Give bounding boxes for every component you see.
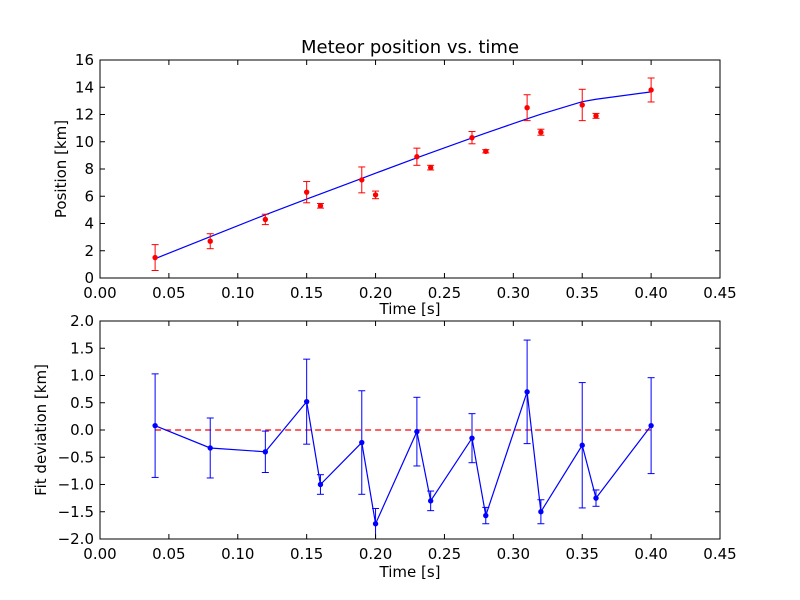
position-x-tick-label: 0.20 [359, 284, 392, 302]
position-x-tick-label: 0.10 [221, 284, 254, 302]
position-plot-area [151, 77, 655, 272]
position-series [151, 77, 655, 272]
deviation-point [207, 445, 213, 451]
position-y-tick-label: 2 [84, 242, 94, 260]
deviation-y-tick-label: −1.0 [58, 476, 94, 494]
position-point [483, 148, 489, 154]
position-point [648, 87, 654, 93]
position-x-tick-label: 0.15 [290, 284, 323, 302]
position-x-tick-label: 0.40 [634, 284, 667, 302]
position-point [593, 113, 599, 119]
position-point [579, 102, 585, 108]
position-point [317, 203, 324, 209]
position-point [372, 192, 379, 198]
position-x-tick-label: 0.05 [152, 284, 185, 302]
deviation-series [151, 339, 655, 539]
deviation-point [372, 521, 379, 527]
deviation-point [317, 481, 324, 488]
position-point [303, 189, 310, 195]
deviation-x-tick-label: 0.20 [359, 545, 392, 563]
deviation-y-tick-label: −2.0 [58, 530, 94, 548]
deviation-x-tick-label: 0.15 [290, 545, 323, 563]
position-x-tick-label: 0.30 [497, 284, 530, 302]
deviation-x-tick-label: 0.30 [497, 545, 530, 563]
deviation-point [303, 398, 310, 405]
deviation-y-tick-label: 1.0 [70, 367, 94, 385]
deviation-x-tick-label: 0.35 [566, 545, 599, 563]
position-point [524, 104, 530, 111]
deviation-y-tick-label: 1.5 [70, 339, 94, 357]
position-y-tick-label: 10 [75, 133, 94, 151]
deviation-point [538, 509, 544, 515]
deviation-point [359, 439, 365, 446]
deviation-x-tick-label: 0.40 [634, 545, 667, 563]
position-y-tick-label: 0 [84, 269, 94, 287]
position-x-ticks: 0.00 0.05 0.10 0.15 0.20 0.25 0.30 0.35 0.40 0.45 [83, 60, 737, 302]
deviation-x-tick-label: 0.05 [152, 545, 185, 563]
position-y-tick-label: 16 [75, 51, 94, 69]
deviation-y-tick-label: 0.5 [70, 394, 94, 412]
position-point [427, 164, 434, 171]
deviation-point [427, 498, 434, 504]
position-point [414, 154, 420, 160]
position-y-label: Position [km] [52, 120, 70, 218]
position-point [152, 254, 158, 261]
position-x-tick-label: 0.00 [83, 284, 116, 302]
deviation-x-tick-label: 0.10 [221, 545, 254, 563]
position-point [359, 177, 365, 183]
position-point [469, 134, 475, 141]
deviation-point [483, 512, 489, 519]
position-point [538, 129, 544, 135]
deviation-point [152, 422, 158, 429]
deviation-plot-area [151, 339, 655, 539]
position-x-tick-label: 0.25 [428, 284, 461, 302]
deviation-point [579, 442, 585, 448]
position-axes: Meteor position vs. time 0.00 0.05 0.10 0.1… [52, 37, 737, 318]
position-point [262, 216, 269, 223]
deviation-y-tick-label: −0.5 [58, 448, 94, 466]
fit-line [154, 91, 652, 260]
deviation-point [648, 422, 654, 429]
deviation-x-tick-label: 0.00 [83, 545, 116, 563]
deviation-line [154, 391, 652, 526]
deviation-y-tick-label: 0.0 [70, 421, 94, 439]
deviation-y-label: Fit deviation [km] [32, 364, 50, 496]
deviation-x-ticks: 0.00 0.05 0.10 0.15 0.20 0.25 0.30 0.35 0.40 0.45 [83, 321, 737, 563]
position-y-ticks: 0 2 4 6 8 10 12 14 16 [75, 51, 720, 287]
position-title: Meteor position vs. time [301, 37, 519, 58]
deviation-point [414, 428, 420, 435]
position-x-label: Time [s] [379, 300, 441, 318]
deviation-y-tick-label: −1.5 [58, 503, 94, 521]
deviation-y-tick-label: 2.0 [70, 312, 94, 330]
deviation-x-tick-label: 0.25 [428, 545, 461, 563]
position-y-tick-label: 12 [75, 106, 94, 124]
deviation-point [262, 449, 269, 455]
deviation-point [524, 389, 530, 395]
position-y-tick-label: 6 [84, 187, 94, 205]
deviation-point [593, 495, 599, 501]
position-y-tick-label: 4 [84, 215, 94, 233]
position-point [207, 238, 213, 244]
deviation-x-tick-label: 0.45 [703, 545, 736, 563]
position-x-tick-label: 0.45 [703, 284, 736, 302]
deviation-axes: 0.00 0.05 0.10 0.15 0.20 0.25 0.30 0.35 0.40 0.45… [32, 312, 737, 581]
deviation-point [469, 435, 475, 441]
deviation-x-label: Time [s] [379, 563, 441, 581]
position-x-tick-label: 0.35 [566, 284, 599, 302]
position-y-tick-label: 14 [75, 78, 94, 96]
position-y-tick-label: 8 [84, 160, 94, 178]
deviation-y-ticks: −2.0 −1.5 −1.0 −0.5 0.0 0.5 1.0 1.5 2.0 [58, 312, 720, 548]
